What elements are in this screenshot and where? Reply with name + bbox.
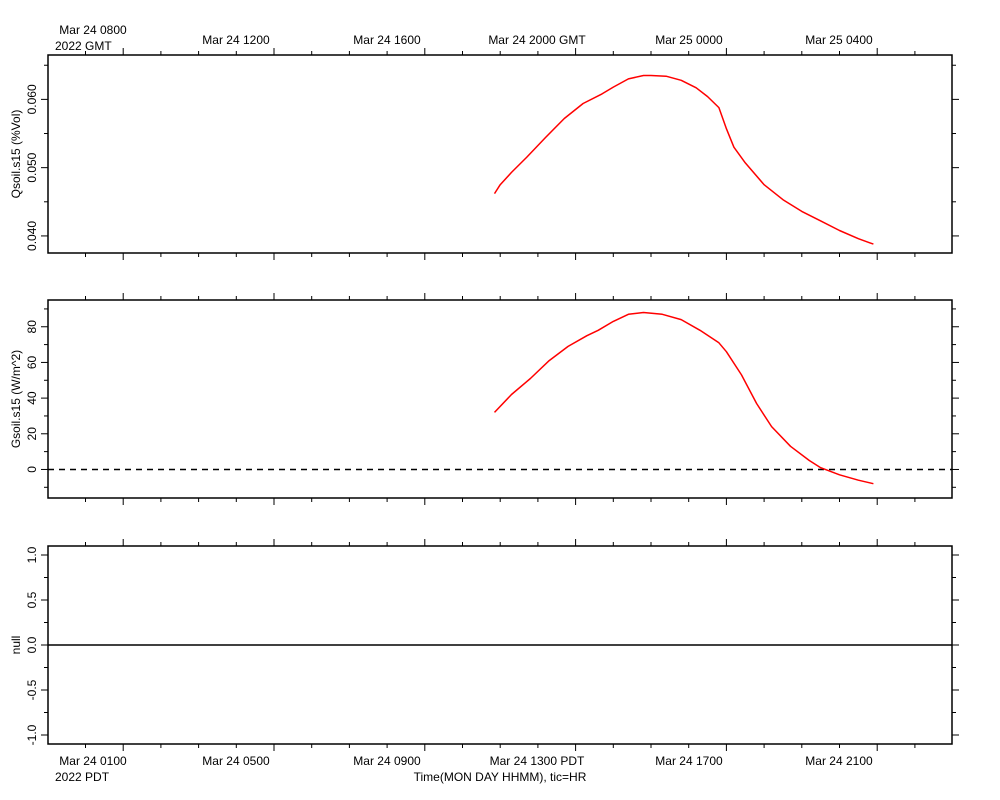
y-tick-label: 60 [25, 355, 39, 369]
y-tick-label: 0.060 [25, 84, 39, 114]
y-ticks: 0.040 0.050 0.060 [25, 64, 959, 251]
y-tick-label: -0.5 [25, 679, 39, 700]
top-axis-label: Mar 25 0400 [805, 33, 873, 47]
series-group [493, 311, 874, 485]
x-ticks [85, 293, 916, 505]
y-tick-label: 0.5 [25, 591, 39, 608]
bottom-axis-label: Mar 24 2100 [805, 754, 873, 768]
bottom-axis-label: Mar 24 0500 [202, 754, 270, 768]
bottom-axis-label: Mar 24 1700 [655, 754, 723, 768]
top-time-axis: Mar 24 0800 2022 GMT Mar 24 1200 Mar 24 … [55, 23, 873, 53]
bottom-axis-label: Mar 24 0900 [353, 754, 421, 768]
y-tick-label: 20 [25, 427, 39, 441]
series-line [493, 74, 874, 245]
bottom-axis-title: Time(MON DAY HHMM), tic=HR [414, 770, 587, 784]
y-tick-label: 1.0 [25, 546, 39, 563]
series-group [493, 74, 874, 245]
y-tick-label: 80 [25, 320, 39, 334]
series-line [493, 311, 874, 485]
y-axis-label: null [9, 636, 23, 655]
bottom-axis-year-label: 2022 PDT [55, 770, 110, 784]
plot-frame [47, 54, 953, 254]
x-ticks [85, 539, 916, 751]
y-tick-label: -1.0 [25, 724, 39, 745]
panel-null: -1.0 -0.5 0.0 0.5 1.0 null [9, 539, 959, 751]
top-axis-year-label: 2022 GMT [55, 39, 112, 53]
x-ticks [85, 48, 916, 260]
y-tick-label: 40 [25, 391, 39, 405]
panel-qsoil: 0.040 0.050 0.060 Qsoil.s15 (%Vol) [9, 48, 959, 260]
y-axis-label: Gsoil.s15 (W/m^2) [9, 350, 23, 448]
y-ticks: 0 20 40 60 80 [25, 308, 959, 488]
top-axis-label: Mar 24 2000 GMT [488, 33, 586, 47]
top-axis-first-label: Mar 24 0800 [59, 23, 127, 37]
y-tick-label: 0.050 [25, 152, 39, 182]
bottom-time-axis: Mar 24 0100 Mar 24 0500 Mar 24 0900 Mar … [55, 754, 873, 784]
y-tick-label: 0.040 [25, 221, 39, 251]
top-axis-label: Mar 24 1200 [202, 33, 270, 47]
y-tick-label: 0.0 [25, 636, 39, 653]
y-axis-label: Qsoil.s15 (%Vol) [9, 110, 23, 199]
panel-gsoil: 0 20 40 60 80 Gsoil.s15 (W/m^2) [9, 293, 959, 505]
plot-frame [47, 299, 953, 499]
y-ticks: -1.0 -0.5 0.0 0.5 1.0 [25, 546, 959, 745]
y-tick-label: 0 [25, 466, 39, 473]
bottom-axis-label: Mar 24 0100 [59, 754, 127, 768]
top-axis-label: Mar 24 1600 [353, 33, 421, 47]
bottom-axis-label: Mar 24 1300 PDT [490, 754, 585, 768]
top-axis-label: Mar 25 0000 [655, 33, 723, 47]
